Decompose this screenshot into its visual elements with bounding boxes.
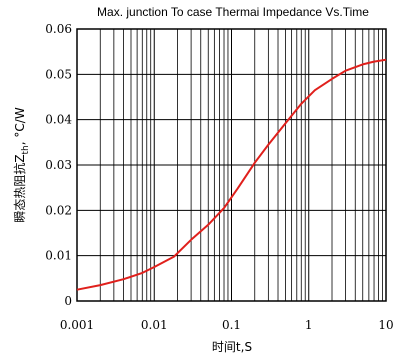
y-tick-label: 0.03: [45, 158, 72, 172]
x-tick-label: 1: [305, 318, 313, 332]
y-tick-label: 0.04: [45, 113, 72, 127]
y-axis-label-subscript: th: [21, 145, 31, 154]
x-axis-label: 时间t,S: [212, 340, 252, 354]
x-tick-label: 0.001: [60, 318, 94, 332]
y-tick-label: 0: [64, 294, 72, 308]
chart-title: Max. junction To case Thermai Impedance …: [97, 5, 369, 19]
x-axis-tick-labels: 0.001 0.01 0.1 1 10: [60, 318, 394, 332]
y-tick-label: 0.02: [45, 203, 72, 217]
chart-gridlines: [77, 29, 386, 301]
chart-series-group: [76, 58, 387, 291]
y-axis-label-suffix: , °C/W: [13, 107, 27, 145]
y-tick-label: 0.05: [45, 67, 72, 81]
x-tick-label: 0.01: [141, 318, 168, 332]
series-line: [76, 58, 387, 291]
y-tick-label: 0.01: [45, 249, 72, 263]
y-axis-label-prefix: 瞬态热阻抗Z: [12, 154, 27, 222]
y-axis-label: 瞬态热阻抗Zth, °C/W: [12, 107, 31, 223]
y-axis-tick-labels: 0 0.01 0.02 0.03 0.04 0.05 0.06: [45, 22, 72, 308]
x-tick-label: 10: [378, 318, 393, 332]
y-tick-label: 0.06: [45, 22, 72, 36]
plot-area-border: [76, 28, 387, 302]
x-tick-label: 0.1: [222, 318, 241, 332]
